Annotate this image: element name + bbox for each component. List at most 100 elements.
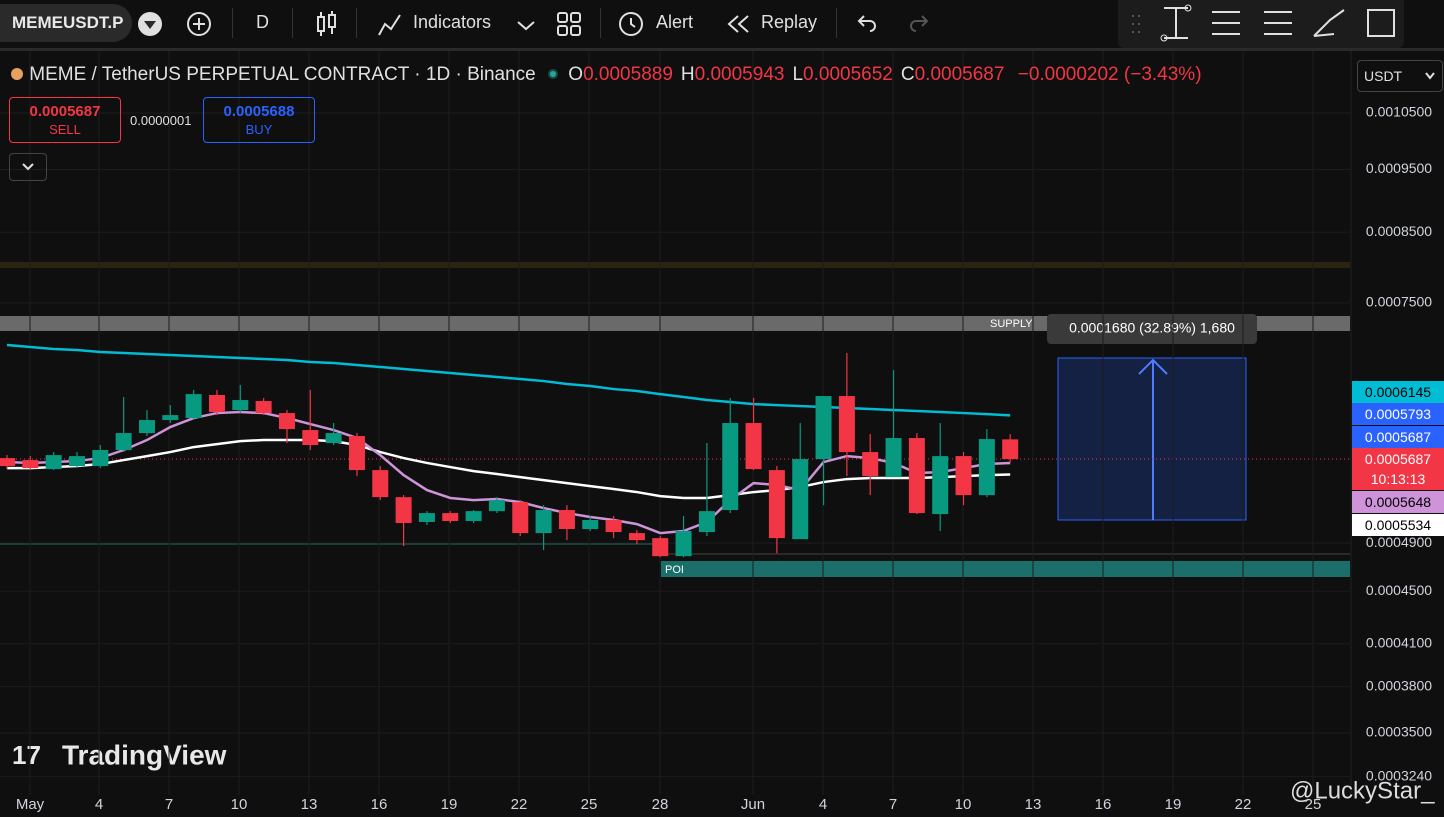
x-tick-label: 16 xyxy=(1095,796,1112,813)
x-tick-label: 7 xyxy=(889,796,897,813)
separator xyxy=(232,8,233,38)
candle-body xyxy=(22,460,39,469)
price-tag: 0.0005648 xyxy=(1352,491,1444,513)
x-tick-label: 22 xyxy=(1235,796,1252,813)
indicators-button[interactable]: Indicators xyxy=(413,12,492,32)
candle-body xyxy=(722,423,739,511)
y-tick-label: 0.0010500 xyxy=(1366,104,1432,120)
candle-body xyxy=(302,430,319,446)
price-tag: 10:13:13 xyxy=(1352,468,1444,490)
y-tick-label: 0.0004500 xyxy=(1366,582,1432,598)
measure-label: 0.0001680 (32.89%) 1,680 xyxy=(1069,320,1235,336)
chart-type-button[interactable] xyxy=(314,10,340,38)
collapse-button[interactable] xyxy=(9,153,47,181)
x-tick-label: 7 xyxy=(165,796,173,813)
candle-body xyxy=(838,396,855,453)
alert-button[interactable]: Alert xyxy=(656,12,694,32)
x-tick-label: 25 xyxy=(1305,796,1322,813)
y-tick-label: 0.0003800 xyxy=(1366,677,1432,693)
market-status xyxy=(548,69,559,79)
candle-body xyxy=(605,519,622,533)
y-tick-label: 0.0004900 xyxy=(1366,534,1432,550)
price-tag: 0.0005534 xyxy=(1352,514,1444,536)
candle-body xyxy=(1002,439,1019,460)
candle-body xyxy=(465,511,482,521)
drawing-tools[interactable] xyxy=(1118,0,1404,48)
candle-body xyxy=(162,415,179,421)
undo-button[interactable] xyxy=(856,13,880,33)
separator xyxy=(600,8,601,38)
toolbar: MEMEUSDT.P D Indicators Alert Replay xyxy=(0,0,1444,51)
redo-button[interactable] xyxy=(906,13,930,33)
candle-body xyxy=(92,450,109,467)
chart-header: MEME / TetherUS PERPETUAL CONTRACT · 1D … xyxy=(10,64,1202,86)
candle-body xyxy=(372,470,389,498)
candle-body xyxy=(512,502,529,534)
chart-title: MEME / TetherUS PERPETUAL CONTRACT · 1D … xyxy=(29,64,536,85)
templates-button[interactable] xyxy=(516,14,538,34)
sell-price: 0.0005687 xyxy=(29,103,101,120)
logo: TradingView xyxy=(62,739,227,770)
ohlc-value: 0.0005687 xyxy=(914,64,1005,85)
candle-body xyxy=(232,400,249,411)
currency-select[interactable]: USDT xyxy=(1357,60,1443,92)
drawing-toolbar xyxy=(1118,0,1404,48)
candle-body xyxy=(768,470,785,539)
replay-icon xyxy=(727,15,749,33)
x-tick-label: 16 xyxy=(371,796,388,813)
symbol-button[interactable]: MEMEUSDT.P xyxy=(0,4,132,42)
candle-body xyxy=(745,423,762,470)
candle-body xyxy=(0,458,15,467)
indicators-icon xyxy=(378,14,401,36)
spread: 0.0000001 xyxy=(130,113,192,128)
candle-body xyxy=(792,459,809,540)
sell-button[interactable]: 0.0005687 SELL xyxy=(9,97,121,143)
candle-body xyxy=(185,394,202,419)
sell-label: SELL xyxy=(49,122,81,137)
y-tick-label: 0.0003240 xyxy=(1366,767,1432,783)
candle-body xyxy=(978,439,995,496)
price-tag: 0.0006145 xyxy=(1352,381,1444,403)
measure-label-bg xyxy=(1047,314,1257,344)
x-tick-label: 13 xyxy=(1025,796,1042,813)
candle-body xyxy=(675,531,692,557)
y-tick-label: 0.0008500 xyxy=(1366,223,1432,239)
candle-body xyxy=(115,433,132,451)
separator xyxy=(836,8,837,38)
candle-body xyxy=(45,455,62,470)
buy-button[interactable]: 0.0005688 BUY xyxy=(203,97,315,143)
x-tick-label: 4 xyxy=(819,796,827,813)
symbol: MEMEUSDT.P xyxy=(12,13,124,32)
x-tick-label: 28 xyxy=(652,796,669,813)
candle-body xyxy=(255,401,272,414)
candle-body xyxy=(418,513,435,522)
compare-button[interactable] xyxy=(186,10,214,38)
ohlc-value: 0.0005943 xyxy=(694,64,785,85)
ohlc-legend: O0.0005889 H0.0005943 L0.0005652 C0.0005687 xyxy=(568,64,1004,85)
y-tick-label: 0.0007500 xyxy=(1366,294,1432,310)
candle-body xyxy=(955,456,972,496)
candle-body xyxy=(558,510,575,530)
candle-body xyxy=(582,519,599,530)
ma-line xyxy=(6,343,1011,417)
resistance-zone xyxy=(0,262,1350,268)
ma-line xyxy=(6,410,1011,535)
replay-button[interactable]: Replay xyxy=(761,12,818,32)
ohlc-key: O xyxy=(568,64,584,85)
x-tick-label: May xyxy=(16,796,45,813)
symbol-icon[interactable] xyxy=(136,10,166,38)
x-tick-label: 10 xyxy=(231,796,248,813)
watermark: @LuckyStar_ xyxy=(1290,777,1435,804)
ohlc-key: L xyxy=(792,64,804,85)
candle-body xyxy=(628,533,645,541)
x-tick-label: Jun xyxy=(741,796,765,813)
interval-button[interactable]: D xyxy=(256,12,269,32)
price-tag: 0.0005793 xyxy=(1352,403,1444,425)
y-tick-label: 0.0003500 xyxy=(1366,724,1432,740)
candle-body xyxy=(908,438,925,514)
x-tick-label: 19 xyxy=(1165,796,1182,813)
x-tick-label: 13 xyxy=(301,796,318,813)
layouts-button[interactable] xyxy=(556,11,582,37)
